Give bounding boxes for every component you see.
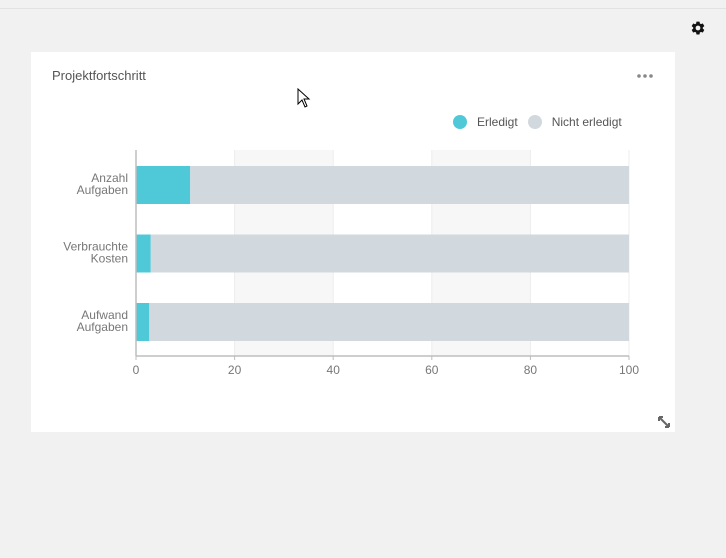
mouse-pointer-icon: [297, 88, 311, 108]
category-label: Verbrauchte Kosten: [63, 240, 128, 266]
bar-done: [136, 303, 150, 341]
bar-not-done: [149, 303, 629, 341]
x-tick-label: 40: [327, 363, 341, 377]
bar-not-done: [150, 234, 629, 273]
legend-label-done: Erledigt: [477, 115, 518, 129]
project-progress-card: Projektfortschritt Erledigt Nicht erledi…: [31, 52, 675, 432]
x-tick-label: 100: [619, 363, 639, 377]
bar-done: [136, 166, 191, 204]
bar-done: [136, 234, 151, 273]
category-label: Aufwand Aufgaben: [77, 308, 128, 334]
x-tick-label: 20: [228, 363, 242, 377]
more-horizontal-icon[interactable]: [636, 70, 656, 82]
gear-icon[interactable]: [690, 20, 706, 36]
x-tick-label: 0: [133, 363, 140, 377]
legend-label-not-done: Nicht erledigt: [551, 115, 622, 129]
resize-icon[interactable]: [657, 415, 671, 429]
progress-bar-chart: Anzahl Aufgaben Verbrauchte Kosten Aufwand Au…: [63, 150, 639, 377]
legend-dot-not-done: [527, 115, 542, 129]
card-title: Projektfortschritt: [52, 68, 146, 83]
category-label: Anzahl Aufgaben: [77, 171, 128, 197]
top-bar: [0, 0, 726, 9]
chart-legend: Erledigt Nicht erledigt: [453, 114, 632, 130]
x-tick-label: 80: [524, 363, 538, 377]
legend-item-not-done[interactable]: Nicht erledigt: [527, 115, 622, 129]
bar-not-done: [190, 166, 630, 204]
x-tick-label: 60: [425, 363, 439, 377]
legend-item-done[interactable]: Erledigt: [453, 115, 518, 129]
legend-dot-done: [453, 115, 467, 129]
